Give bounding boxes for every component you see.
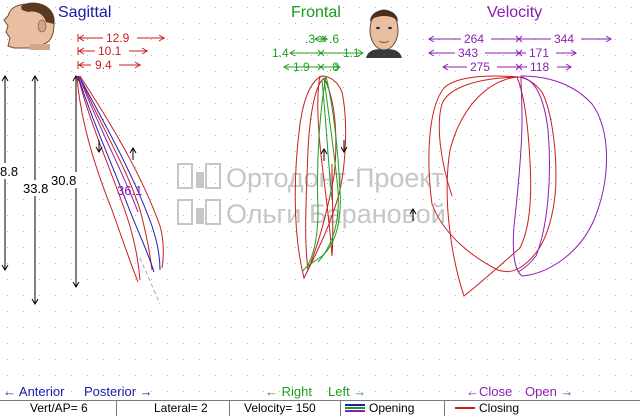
sagittal-width-3: 9.4 — [95, 58, 112, 72]
side-face-icon — [3, 2, 55, 50]
vert-ap-cell: Vert/AP= 6 — [0, 401, 117, 416]
frontal-traces — [294, 75, 347, 280]
velocity-traces — [428, 75, 607, 297]
sagittal-traces — [76, 75, 164, 305]
velocity-cell: Velocity= 150 — [230, 401, 341, 416]
velocity-row3-left: 275 — [470, 60, 490, 74]
velocity-row3-right: 118 — [530, 60, 549, 74]
vert-ap-value: Vert/AP= 6 — [30, 401, 88, 415]
frontal-title: Frontal — [291, 4, 341, 21]
sagittal-width-2: 10.1 — [98, 44, 122, 58]
closing-label: Closing — [479, 401, 520, 415]
frontal-row2-right: 1.1 — [343, 46, 360, 60]
sagittal-width-1: 12.9 — [106, 31, 130, 45]
velocity-row2-left: 343 — [458, 46, 478, 60]
tracking-canvas: Ортодонт-Проект Ольги Барановой Sagittal… — [0, 0, 640, 400]
sagittal-vertical-mid: 33.8 — [23, 181, 48, 196]
velocity-row2-right: 171 — [529, 46, 549, 60]
sagittal-vertical-right: 30.8 — [51, 173, 76, 188]
open-label: Open → — [525, 384, 573, 399]
close-label: ←Close — [466, 384, 512, 399]
frontal-row1-right: .6 — [329, 32, 339, 46]
opening-swatch-purple — [345, 410, 365, 412]
velocity-row1-left: 264 — [464, 32, 484, 46]
frontal-row3-right: .8 — [329, 60, 339, 74]
status-bar: Vert/AP= 6 Lateral= 2 Velocity= 150 Open… — [0, 400, 640, 416]
sagittal-vertical-left: 8.8 — [0, 164, 18, 179]
opening-swatch-blue — [345, 404, 365, 406]
frontal-row3-left: 1.9 — [293, 60, 310, 74]
velocity-value: Velocity= 150 — [244, 401, 316, 415]
frontal-width-bars — [283, 35, 364, 71]
frontal-row1-left: .3 — [305, 32, 315, 46]
opening-legend: Opening — [341, 401, 445, 416]
closing-legend: Closing — [445, 401, 640, 416]
left-label: Left → — [328, 384, 366, 399]
anterior-label: ← Anterior — [3, 384, 65, 399]
sagittal-angle: 36.1 — [117, 183, 142, 198]
opening-label: Opening — [369, 401, 415, 415]
lateral-value: Lateral= 2 — [154, 401, 208, 415]
closing-swatch-red — [455, 407, 475, 409]
front-face-icon — [366, 9, 402, 58]
velocity-title: Velocity — [487, 4, 542, 21]
lateral-cell: Lateral= 2 — [117, 401, 230, 416]
velocity-row1-right: 344 — [554, 32, 574, 46]
frontal-direction-arrows — [320, 140, 417, 221]
right-label: ← Right — [265, 384, 312, 399]
posterior-label: Posterior → — [84, 384, 153, 399]
sagittal-title: Sagittal — [58, 4, 111, 21]
frontal-row2-left: 1.4 — [272, 46, 289, 60]
opening-swatch-green — [345, 407, 365, 409]
sagittal-direction-arrows — [95, 140, 137, 160]
